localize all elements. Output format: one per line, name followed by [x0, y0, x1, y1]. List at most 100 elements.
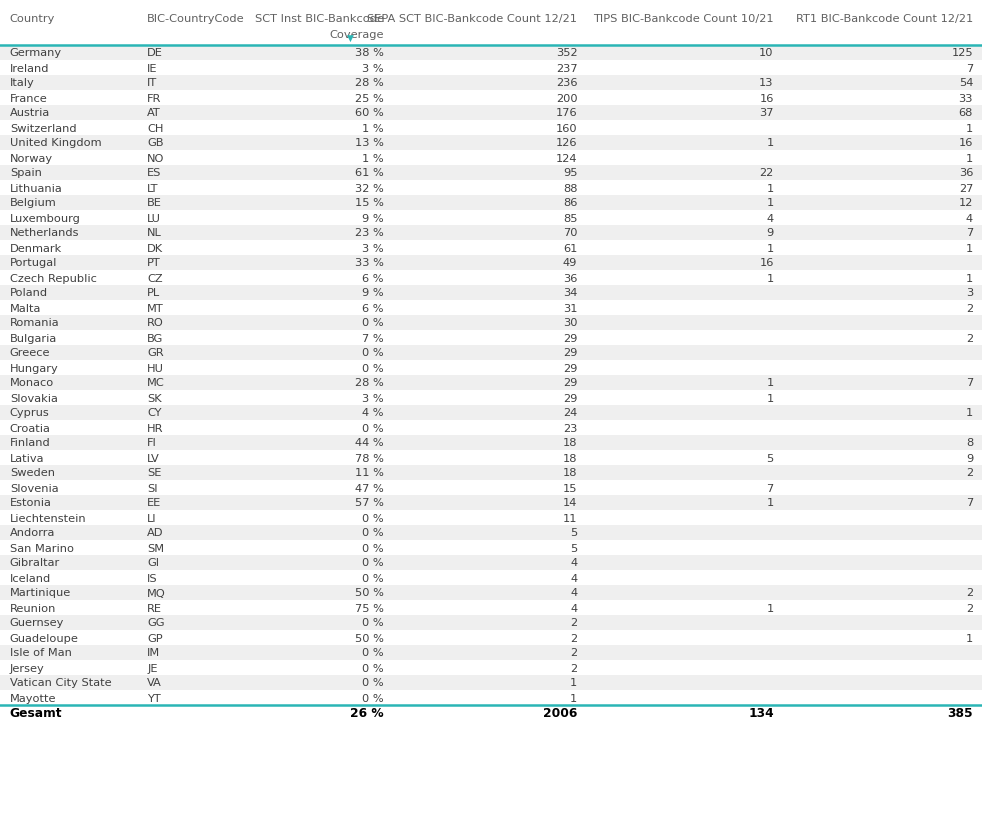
Bar	[0, 226, 982, 241]
Text: 49: 49	[563, 258, 577, 268]
Text: 25 %: 25 %	[355, 94, 384, 104]
Text: 126: 126	[556, 138, 577, 148]
Text: 124: 124	[556, 153, 577, 163]
Text: IS: IS	[147, 573, 158, 583]
Text: AT: AT	[147, 108, 161, 118]
Text: 1: 1	[767, 378, 774, 388]
Text: 5: 5	[767, 453, 774, 463]
Bar	[0, 480, 982, 495]
Bar	[0, 61, 982, 76]
Text: DK: DK	[147, 243, 163, 253]
Text: 2: 2	[571, 662, 577, 672]
Text: Croatia: Croatia	[10, 423, 51, 433]
Text: 1: 1	[767, 393, 774, 403]
Bar	[0, 76, 982, 91]
Text: Hungary: Hungary	[10, 363, 59, 373]
Text: 27: 27	[958, 183, 973, 193]
Text: 32 %: 32 %	[355, 183, 384, 193]
Bar	[0, 121, 982, 136]
Text: 0 %: 0 %	[362, 348, 384, 358]
Text: United Kingdom: United Kingdom	[10, 138, 101, 148]
Text: CY: CY	[147, 408, 162, 418]
Text: 13: 13	[759, 79, 774, 89]
Text: 0 %: 0 %	[362, 543, 384, 553]
Text: 24: 24	[563, 408, 577, 418]
Text: 1: 1	[966, 273, 973, 283]
Bar	[0, 465, 982, 480]
Text: 1: 1	[767, 183, 774, 193]
Text: TIPS BIC-Bankcode Count 10/21: TIPS BIC-Bankcode Count 10/21	[593, 13, 774, 24]
Text: 0 %: 0 %	[362, 513, 384, 522]
Text: 0 %: 0 %	[362, 573, 384, 583]
Text: 2: 2	[966, 603, 973, 613]
Text: 29: 29	[563, 393, 577, 403]
Bar	[0, 495, 982, 510]
Bar	[0, 705, 982, 720]
Text: SI: SI	[147, 483, 158, 493]
Text: 2: 2	[966, 468, 973, 478]
Text: 28 %: 28 %	[355, 378, 384, 388]
Text: FR: FR	[147, 94, 162, 104]
Text: 28 %: 28 %	[355, 79, 384, 89]
Text: 5: 5	[571, 543, 577, 553]
Text: 78 %: 78 %	[355, 453, 384, 463]
Text: 2: 2	[966, 588, 973, 598]
Bar	[0, 406, 982, 421]
Text: 1: 1	[966, 408, 973, 418]
Text: 236: 236	[556, 79, 577, 89]
Text: 0 %: 0 %	[362, 693, 384, 703]
Text: 4: 4	[571, 588, 577, 598]
Text: GB: GB	[147, 138, 164, 148]
Text: 18: 18	[563, 468, 577, 478]
Text: 5: 5	[571, 528, 577, 538]
Text: 0 %: 0 %	[362, 677, 384, 688]
Text: 4: 4	[571, 573, 577, 583]
Text: 6 %: 6 %	[362, 303, 384, 313]
Text: 18: 18	[563, 453, 577, 463]
Text: Netherlands: Netherlands	[10, 229, 80, 238]
Text: 18: 18	[563, 438, 577, 448]
Text: Bulgaria: Bulgaria	[10, 333, 57, 343]
Text: Switzerland: Switzerland	[10, 123, 77, 133]
Text: IM: IM	[147, 647, 161, 657]
Text: RT1 BIC-Bankcode Count 12/21: RT1 BIC-Bankcode Count 12/21	[795, 13, 973, 24]
Text: 2: 2	[966, 333, 973, 343]
Text: Greece: Greece	[10, 348, 50, 358]
Bar	[0, 195, 982, 211]
Text: 3 %: 3 %	[362, 64, 384, 74]
Bar	[0, 8, 982, 46]
Bar	[0, 151, 982, 166]
Text: 2: 2	[966, 303, 973, 313]
Text: 95: 95	[563, 168, 577, 178]
Text: Monaco: Monaco	[10, 378, 54, 388]
Text: 125: 125	[952, 49, 973, 59]
Text: ES: ES	[147, 168, 162, 178]
Text: PT: PT	[147, 258, 161, 268]
Text: 22: 22	[759, 168, 774, 178]
Text: 7 %: 7 %	[362, 333, 384, 343]
Text: 38 %: 38 %	[355, 49, 384, 59]
Text: Reunion: Reunion	[10, 603, 56, 613]
Text: 0 %: 0 %	[362, 618, 384, 628]
Text: 1: 1	[767, 498, 774, 508]
Bar	[0, 166, 982, 181]
Text: 75 %: 75 %	[355, 603, 384, 613]
Text: 60 %: 60 %	[355, 108, 384, 118]
Text: 237: 237	[556, 64, 577, 74]
Text: Country: Country	[10, 13, 55, 24]
Bar	[0, 330, 982, 345]
Bar	[0, 600, 982, 615]
Bar	[0, 91, 982, 106]
Text: 10: 10	[759, 49, 774, 59]
Text: 47 %: 47 %	[355, 483, 384, 493]
Text: 0 %: 0 %	[362, 647, 384, 657]
Text: 1: 1	[767, 603, 774, 613]
Text: Andorra: Andorra	[10, 528, 55, 538]
Text: 176: 176	[556, 108, 577, 118]
Text: 1: 1	[767, 138, 774, 148]
Text: France: France	[10, 94, 47, 104]
Text: 23 %: 23 %	[355, 229, 384, 238]
Text: VA: VA	[147, 677, 162, 688]
Text: 14: 14	[563, 498, 577, 508]
Bar	[0, 345, 982, 360]
